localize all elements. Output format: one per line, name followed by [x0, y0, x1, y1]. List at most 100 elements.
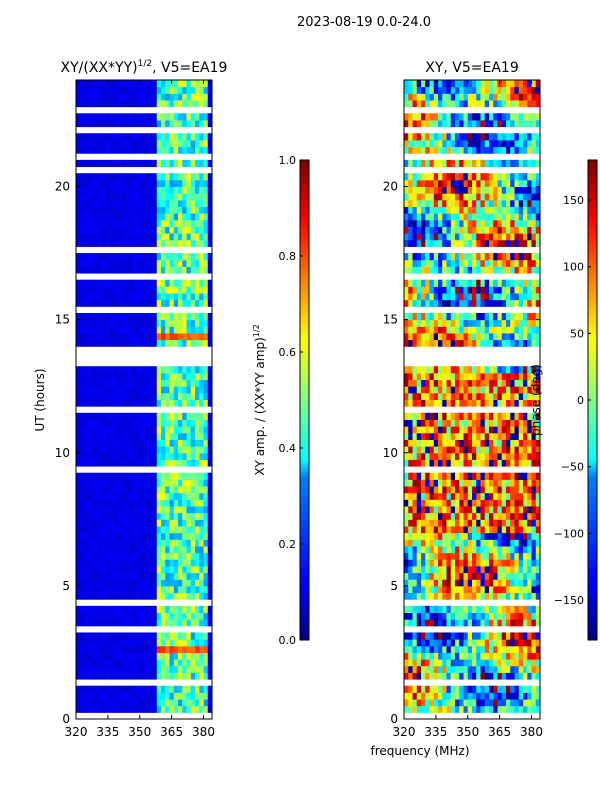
heatmap-cell [433, 552, 439, 560]
heatmap-cell [510, 592, 515, 600]
heatmap-cell [203, 452, 209, 460]
heatmap-cell [203, 419, 209, 427]
heatmap-cell [476, 579, 481, 587]
heatmap-cell [88, 419, 94, 427]
heatmap-cell [527, 479, 532, 487]
heatmap-cell [433, 439, 439, 447]
heatmap-cell [105, 479, 111, 487]
heatmap-cell [518, 632, 524, 640]
heatmap-cell [476, 572, 481, 580]
heatmap-cell [161, 293, 166, 301]
heatmap-cell [429, 479, 435, 487]
heatmap-cell [455, 486, 460, 494]
heatmap-cell [101, 432, 107, 440]
heatmap-cell [408, 672, 413, 680]
heatmap-cell [97, 446, 102, 454]
heatmap-cell [195, 233, 200, 241]
heatmap-cell [144, 372, 149, 381]
heatmap-cell [114, 312, 119, 321]
heatmap-cell [127, 439, 132, 447]
heatmap-cell [114, 253, 119, 261]
heatmap-cell [518, 579, 524, 587]
heatmap-cell [199, 279, 204, 287]
heatmap-cell [425, 146, 430, 154]
heatmap-cell [535, 506, 541, 514]
heatmap-cell [84, 512, 90, 520]
heatmap-cell [105, 539, 111, 547]
heatmap-cell [412, 665, 418, 673]
heatmap-cell [195, 412, 200, 420]
heatmap-cell [467, 639, 473, 647]
heatmap-cell [76, 199, 81, 207]
heatmap-cell [122, 492, 128, 500]
heatmap-cell [489, 312, 494, 321]
heatmap-cell [425, 632, 430, 640]
heatmap-cell [535, 312, 541, 321]
heatmap-cell [480, 479, 486, 487]
heatmap-cell [118, 632, 124, 640]
heatmap-cell [489, 652, 494, 660]
heatmap-cell [76, 239, 81, 247]
heatmap-cell [152, 605, 158, 613]
heatmap-cell [148, 492, 153, 500]
heatmap-cell [127, 446, 132, 454]
heatmap-cell [497, 253, 503, 261]
heatmap-cell [523, 532, 528, 540]
heatmap-cell [442, 233, 447, 241]
heatmap-cell [412, 685, 418, 693]
heatmap-cell [88, 452, 94, 460]
heatmap-cell [463, 532, 469, 540]
heatmap-cell [518, 539, 524, 547]
heatmap-cell [144, 119, 149, 128]
heatmap-cell [489, 399, 494, 407]
heatmap-cell [199, 326, 204, 334]
heatmap-cell [127, 639, 132, 647]
heatmap-cell [472, 386, 477, 394]
heatmap-cell [535, 299, 541, 307]
heatmap-cell [84, 193, 90, 201]
heatmap-cell [76, 366, 81, 374]
heatmap-cell [97, 565, 102, 574]
heatmap-cell [459, 619, 464, 627]
heatmap-cell [118, 386, 124, 394]
heatmap-cell [80, 506, 85, 514]
heatmap-cell [467, 452, 473, 460]
heatmap-cell [506, 392, 511, 400]
heatmap-cell [114, 459, 119, 467]
heatmap-cell [446, 705, 452, 713]
heatmap-cell [455, 379, 460, 387]
heatmap-cell [144, 159, 149, 168]
heatmap-cell [425, 692, 430, 700]
heatmap-cell [76, 213, 81, 221]
heatmap-cell [127, 139, 132, 148]
heatmap-cell [105, 579, 111, 587]
heatmap-cell [433, 559, 439, 567]
heatmap-cell [105, 532, 111, 540]
heatmap-cell [476, 506, 481, 514]
heatmap-cell [195, 366, 200, 374]
heatmap-cell [84, 672, 90, 680]
heatmap-cell [203, 645, 209, 653]
heatmap-cell [122, 579, 128, 587]
heatmap-cell [489, 419, 494, 427]
heatmap-cell [118, 565, 124, 574]
heatmap-cell [97, 532, 102, 540]
heatmap-cell [148, 579, 153, 587]
heatmap-cell [190, 426, 196, 434]
heatmap-cell [88, 426, 94, 434]
heatmap-cell [531, 412, 537, 420]
heatmap-cell [446, 266, 452, 274]
heatmap-cell [442, 366, 447, 374]
heatmap-cell [531, 206, 537, 214]
heatmap-cell [404, 525, 409, 534]
heatmap-cell [93, 233, 98, 241]
heatmap-cell [450, 419, 456, 427]
heatmap-cell [101, 80, 107, 88]
heatmap-cell [523, 139, 528, 148]
heatmap-cell [497, 559, 503, 567]
heatmap-cell [416, 372, 422, 381]
heatmap-cell [165, 645, 170, 653]
heatmap-cell [161, 439, 166, 447]
heatmap-cell [476, 159, 481, 168]
heatmap-cell [412, 659, 418, 667]
